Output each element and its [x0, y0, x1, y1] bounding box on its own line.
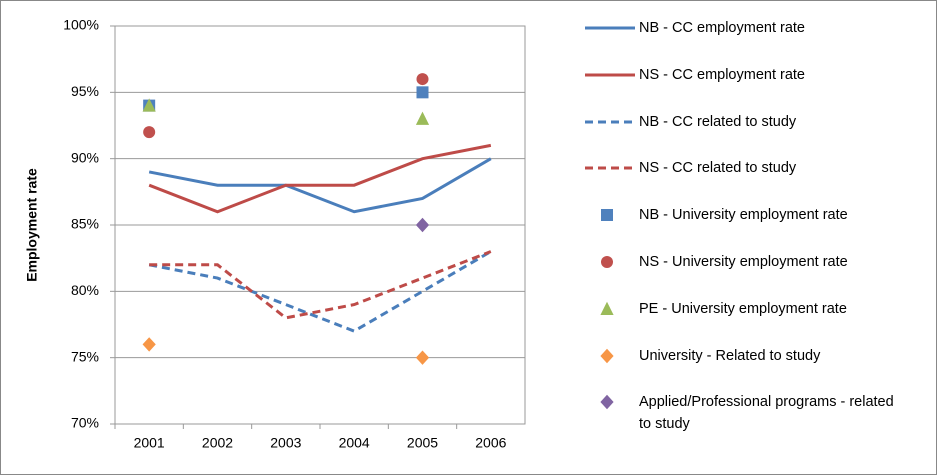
x-tick-label: 2001 [134, 435, 165, 451]
legend-label: PE - University employment rate [639, 300, 847, 317]
legend-item: Applied/Professional programs - related … [579, 391, 919, 438]
y-tick-label: 100% [63, 17, 99, 33]
marker [415, 217, 430, 233]
legend-icon [601, 255, 613, 268]
y-tick-label: 70% [71, 415, 99, 431]
x-tick-label: 2003 [270, 435, 301, 451]
series-line [149, 250, 492, 320]
marker [600, 395, 614, 410]
marker [600, 348, 614, 363]
legend-icon [601, 209, 613, 222]
marker [415, 111, 430, 125]
legend-label: NS - University employment rate [639, 253, 848, 270]
legend-item: NB - CC employment rate [579, 17, 919, 64]
plot: Employment rate 70% 75% 80% 85% 90% 95% 100% 20… [24, 17, 526, 451]
marker [601, 255, 613, 268]
legend: NB - CC employment rate NS - CC employmen… [579, 17, 919, 438]
legend-icon [585, 166, 635, 170]
legend-icon [600, 301, 614, 315]
legend-label: Applied/Professional programs - related … [639, 394, 894, 433]
y-tick-label: 95% [71, 83, 99, 99]
legend-item: NB - CC related to study [579, 111, 919, 158]
legend-item: NS - CC employment rate [579, 64, 919, 111]
marker [416, 86, 429, 99]
marker [143, 126, 156, 139]
legend-icon [600, 348, 614, 363]
legend-item: PE - University employment rate [579, 298, 919, 345]
series-line [148, 250, 492, 333]
y-tick-label: 85% [71, 216, 99, 232]
legend-label: University - Related to study [639, 347, 821, 364]
marker [142, 98, 156, 112]
legend-label: NB - CC related to study [639, 113, 797, 130]
legend-icon [585, 26, 635, 30]
legend-icon [585, 73, 635, 77]
legend-icon [585, 120, 635, 124]
series-line [148, 143, 492, 214]
x-tick-label: 2002 [202, 435, 233, 451]
y-tick-label: 80% [71, 282, 99, 298]
y-tick-label: 90% [71, 149, 99, 165]
marker [600, 301, 614, 315]
legend-item: NS - CC related to study [579, 157, 919, 204]
legend-item: University - Related to study [579, 345, 919, 392]
y-axis-label: Employment rate [24, 168, 40, 282]
marker [601, 209, 613, 222]
marker [415, 350, 430, 365]
x-tick-label: 2005 [407, 435, 438, 451]
legend-icon [600, 395, 614, 410]
series-line [148, 157, 492, 214]
legend-label: NB - CC employment rate [639, 20, 805, 36]
marker [142, 337, 156, 352]
x-tick-label: 2006 [475, 435, 506, 451]
x-tick-label: 2004 [339, 435, 370, 451]
legend-label: NS - CC related to study [639, 160, 797, 177]
legend-label: NB - University employment rate [639, 207, 848, 224]
legend-label: NS - CC employment rate [639, 66, 805, 83]
legend-item: NB - University employment rate [579, 204, 919, 251]
marker [416, 73, 429, 86]
legend-item: NS - University employment rate [579, 251, 919, 298]
y-tick-label: 75% [71, 348, 99, 364]
